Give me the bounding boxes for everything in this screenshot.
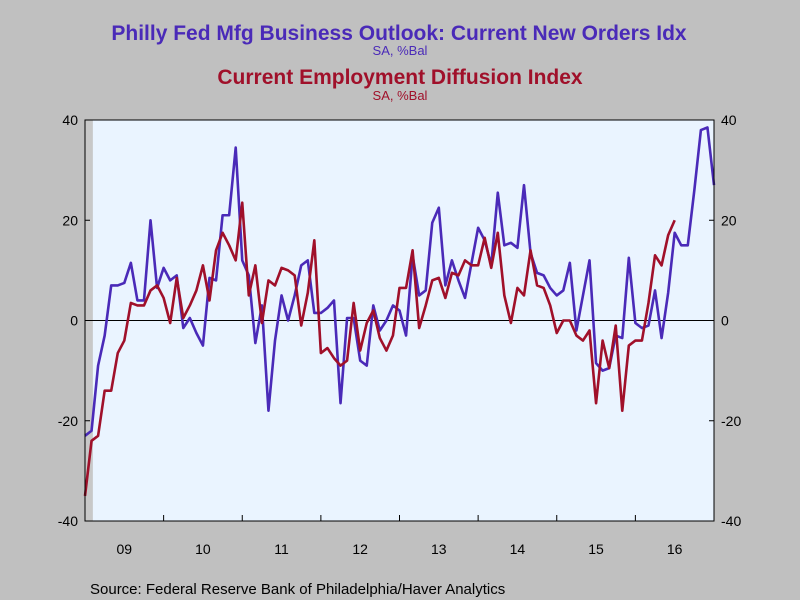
y-tick-label-right: 40 [721,112,737,128]
y-axis-ticks: -40 -40 -20 -20 0 0 20 20 40 40 [58,112,742,529]
y-tick-label-left: -20 [58,413,78,429]
chart-title-2: Current Employment Diffusion Index [217,66,583,89]
y-tick-label-left: 0 [70,313,78,329]
y-tick-label-left: 40 [62,112,78,128]
x-tick-label: 15 [588,541,604,557]
x-tick-label: 09 [117,541,133,557]
y-tick-label-right: 0 [721,313,729,329]
series-layer [83,126,716,497]
x-tick-label: 12 [352,541,368,557]
y-tick-label-left: 20 [62,212,78,228]
x-tick-label: 13 [431,541,447,557]
x-tick-label: 10 [195,541,211,557]
x-axis-ticks: 09 10 11 12 13 14 15 16 [117,515,683,557]
y-tick-label-right: -20 [721,413,741,429]
x-tick-label: 14 [510,541,526,557]
source-note: Source: Federal Reserve Bank of Philadel… [90,581,505,598]
y-tick-label-left: -40 [58,513,78,529]
series-line-employment [83,201,676,497]
y-tick-label-right: -40 [721,513,741,529]
x-tick-label: 11 [274,541,289,557]
chart-title: Philly Fed Mfg Business Outlook: Current… [111,22,687,45]
y-tick-label-right: 20 [721,212,737,228]
x-tick-label: 16 [667,541,683,557]
chart-title-sub: SA, %Bal [373,43,428,58]
chart-title-2-sub: SA, %Bal [373,88,428,103]
plot-frame [84,119,715,522]
